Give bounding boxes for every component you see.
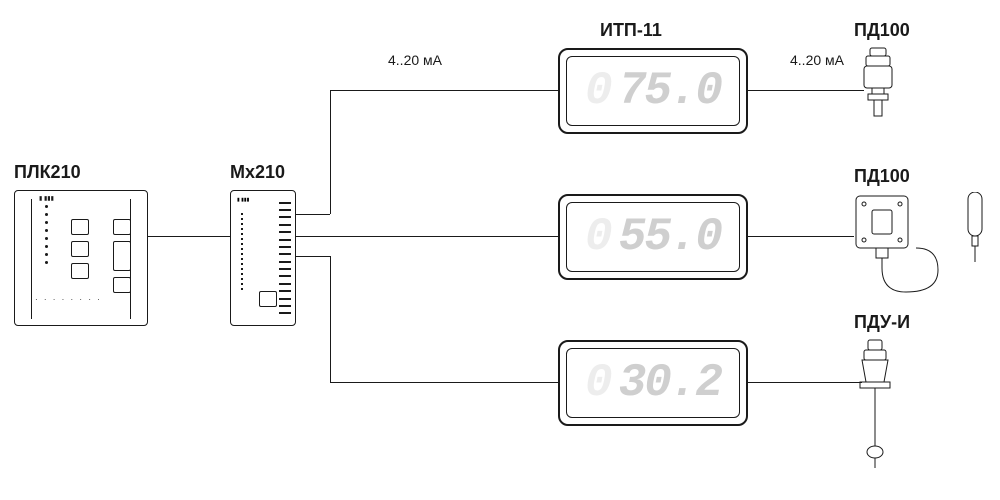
- wire-bus-down: [330, 256, 331, 382]
- display-3-value: 30.2: [619, 357, 721, 409]
- signal-label-top-right: 4..20 мА: [790, 52, 844, 68]
- display-1-value: 75.0: [619, 65, 721, 117]
- mx-label: Мх210: [230, 162, 285, 183]
- plc-label: ПЛК210: [14, 162, 81, 183]
- wire-mx-out-1: [296, 214, 330, 215]
- wire-d3-s3: [748, 382, 862, 383]
- pdu-sensor: [854, 338, 914, 478]
- wire-d2-s2: [748, 236, 854, 237]
- display-2: 0 55.0: [558, 194, 748, 280]
- display-3-ghost-digit: 0: [585, 357, 611, 409]
- wire-branch-1: [330, 90, 558, 91]
- display-1-ghost-digit: 0: [585, 65, 611, 117]
- wire-branch-2: [330, 236, 558, 237]
- wire-bus-up: [330, 90, 331, 214]
- itp-label: ИТП-11: [600, 20, 662, 41]
- wire-d1-s1: [748, 90, 864, 91]
- signal-label-top-left: 4..20 мА: [388, 52, 442, 68]
- display-1: 0 75.0: [558, 48, 748, 134]
- pd100-mid-label: ПД100: [854, 166, 910, 187]
- pd100-top-label: ПД100: [854, 20, 910, 41]
- plc210-device: ▮ ▮▮▮ · · · · · · · ·: [14, 190, 148, 326]
- wire-mx-out-2: [296, 236, 330, 237]
- display-2-value: 55.0: [619, 211, 721, 263]
- pd100-sensor-top: [856, 46, 906, 126]
- mx210-device: ▮ ▮▮▮: [230, 190, 296, 326]
- pdu-label: ПДУ-И: [854, 312, 910, 333]
- wire-mx-out-3: [296, 256, 330, 257]
- wire-plc-mx: [148, 236, 230, 237]
- wire-branch-3: [330, 382, 558, 383]
- pd100-sensor-mid: [852, 192, 1000, 312]
- display-2-ghost-digit: 0: [585, 211, 611, 263]
- display-3: 0 30.2: [558, 340, 748, 426]
